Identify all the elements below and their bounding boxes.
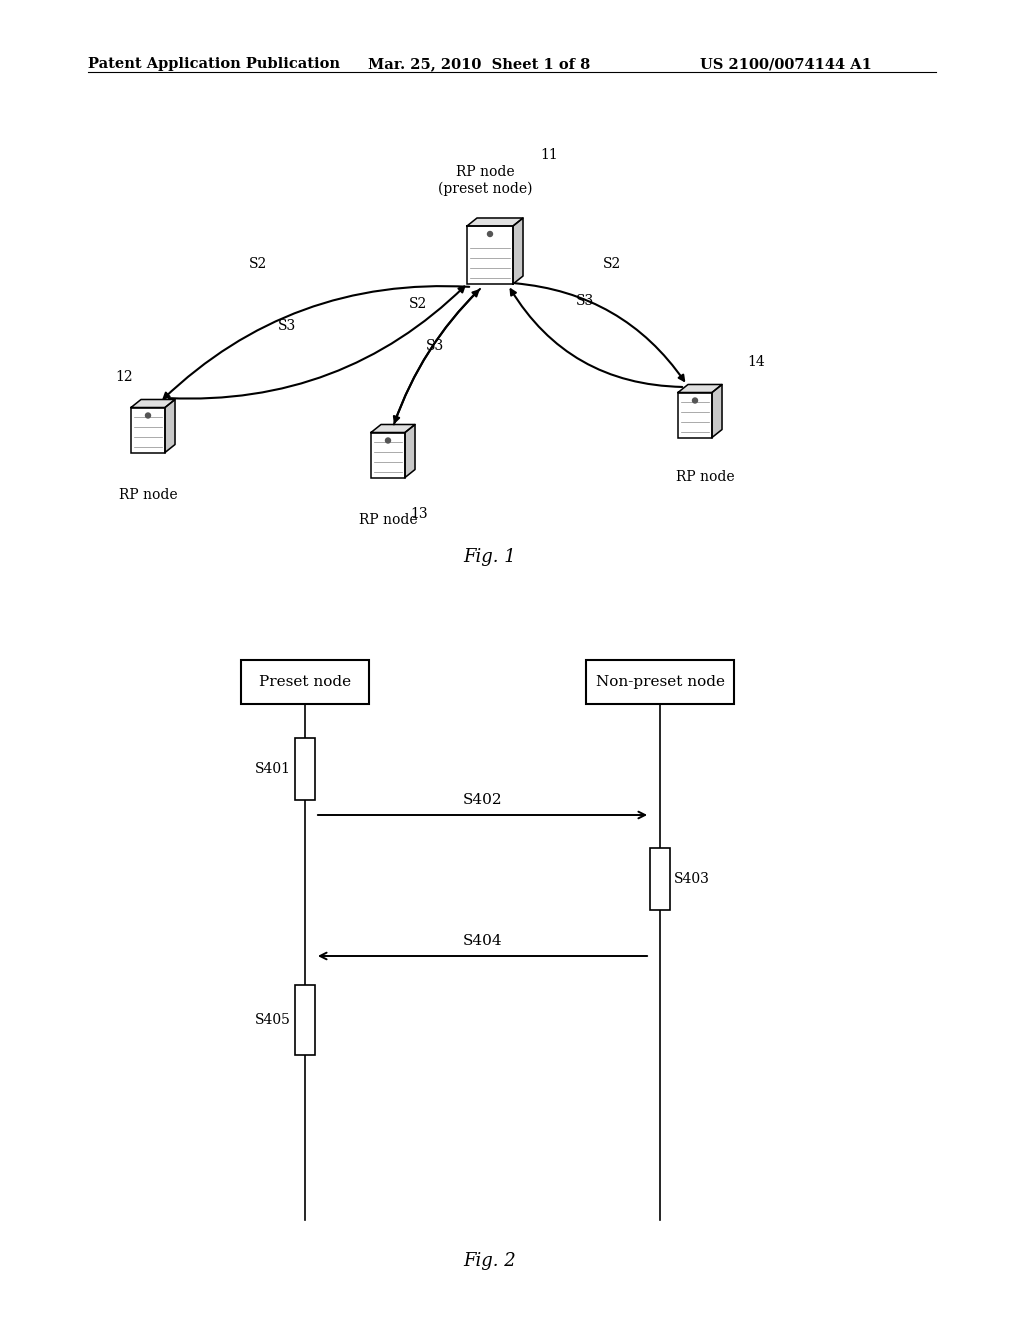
Text: Fig. 1: Fig. 1 — [464, 548, 516, 566]
Text: 12: 12 — [116, 370, 133, 384]
FancyArrowPatch shape — [169, 286, 464, 399]
Text: Patent Application Publication: Patent Application Publication — [88, 57, 340, 71]
Bar — [295, 738, 315, 800]
Text: RP node: RP node — [119, 488, 177, 502]
FancyArrowPatch shape — [394, 289, 480, 422]
Text: RP node: RP node — [676, 470, 734, 484]
Text: Mar. 25, 2010  Sheet 1 of 8: Mar. 25, 2010 Sheet 1 of 8 — [368, 57, 590, 71]
Text: Preset node: Preset node — [259, 675, 351, 689]
FancyArrowPatch shape — [394, 290, 478, 424]
Text: S3: S3 — [278, 319, 296, 333]
Text: Fig. 2: Fig. 2 — [464, 1251, 516, 1270]
Polygon shape — [371, 425, 415, 433]
FancyArrowPatch shape — [515, 284, 684, 380]
Text: S2: S2 — [409, 297, 427, 312]
Polygon shape — [678, 384, 722, 392]
Bar — [586, 660, 734, 704]
Text: S403: S403 — [674, 873, 710, 886]
Polygon shape — [131, 400, 175, 408]
Polygon shape — [513, 218, 523, 284]
Text: S401: S401 — [255, 762, 291, 776]
Circle shape — [145, 413, 151, 418]
Polygon shape — [406, 425, 415, 478]
Text: RP node: RP node — [358, 513, 418, 527]
Bar — [678, 392, 712, 437]
Bar — [371, 433, 406, 478]
Text: S402: S402 — [463, 793, 503, 807]
Text: S2: S2 — [603, 257, 622, 271]
Text: S404: S404 — [463, 935, 503, 948]
Polygon shape — [712, 384, 722, 437]
FancyArrowPatch shape — [164, 286, 469, 399]
Text: Non-preset node: Non-preset node — [596, 675, 725, 689]
Circle shape — [487, 231, 493, 236]
Bar — [131, 408, 165, 453]
Circle shape — [385, 438, 390, 444]
Bar — [650, 847, 670, 909]
Text: S3: S3 — [575, 294, 594, 308]
Text: RP node
(preset node): RP node (preset node) — [437, 165, 532, 195]
Text: US 2100/0074144 A1: US 2100/0074144 A1 — [700, 57, 871, 71]
FancyArrowPatch shape — [511, 289, 682, 387]
Text: S405: S405 — [255, 1012, 291, 1027]
Bar — [467, 226, 513, 284]
Bar — [295, 985, 315, 1055]
Text: 11: 11 — [540, 148, 558, 162]
Text: 14: 14 — [746, 355, 765, 370]
Text: S3: S3 — [426, 339, 444, 352]
Polygon shape — [467, 218, 523, 226]
Text: 13: 13 — [410, 507, 428, 521]
Circle shape — [692, 399, 697, 403]
Bar — [241, 660, 369, 704]
Polygon shape — [165, 400, 175, 453]
Text: S2: S2 — [249, 257, 267, 271]
